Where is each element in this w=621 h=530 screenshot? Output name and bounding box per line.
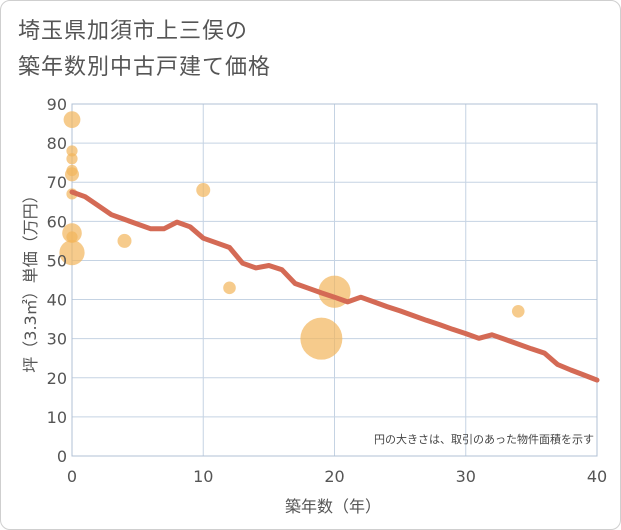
x-tick-label: 0 <box>67 467 77 486</box>
bubble-point <box>196 183 211 198</box>
x-tick-label: 40 <box>587 467 607 486</box>
bubble-point <box>65 167 79 182</box>
title-line-2: 築年数別中古戸建て価格 <box>18 55 272 80</box>
title-line-1: 埼玉県加須市上三俣の <box>18 19 249 44</box>
page-title: 埼玉県加須市上三俣の 築年数別中古戸建て価格 <box>18 14 271 86</box>
x-tick-label: 30 <box>456 467 476 486</box>
bubble-point <box>223 281 236 295</box>
y-axis-label: 坪（3.3㎡）単価（万円） <box>21 187 40 372</box>
y-tick-label: 50 <box>47 251 67 270</box>
y-tick-label: 80 <box>47 134 67 153</box>
bubble-series <box>59 111 525 360</box>
bubble-point <box>117 233 132 248</box>
y-tick-label: 70 <box>47 173 67 192</box>
size-annotation: 円の大きさは、取引のあった物件面積を示す <box>374 432 594 446</box>
y-tick-label: 40 <box>47 291 67 310</box>
y-tick-label: 60 <box>47 212 67 231</box>
tick-labels: 0 10 20 30 40 50 60 70 80 90 0 10 20 30 40 <box>47 95 608 486</box>
x-tick-label: 20 <box>324 467 344 486</box>
bubble-point <box>300 317 343 360</box>
bubble-point <box>66 145 78 157</box>
y-tick-label: 0 <box>57 447 67 466</box>
bubble-point <box>63 111 81 129</box>
y-tick-label: 30 <box>47 330 67 349</box>
average-price-line <box>69 189 600 383</box>
y-tick-label: 10 <box>47 408 67 427</box>
y-tick-label: 90 <box>47 95 67 114</box>
average-line-series <box>69 189 600 383</box>
bubble-point <box>511 304 525 318</box>
bubble-point <box>59 240 85 266</box>
y-tick-label: 20 <box>47 369 67 388</box>
plot-frame <box>71 103 598 457</box>
x-axis-label: 築年数（年） <box>285 497 381 516</box>
bubble-point <box>66 231 78 243</box>
bubble-point <box>66 153 78 165</box>
x-tick-label: 10 <box>193 467 213 486</box>
